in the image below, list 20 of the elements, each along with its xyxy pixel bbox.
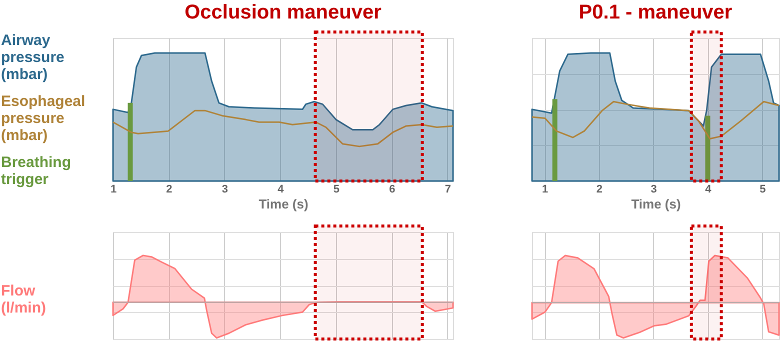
x-tick-label: 4 <box>705 184 712 196</box>
x-tick-label: 3 <box>222 184 228 196</box>
x-tick-label: 4 <box>278 184 285 196</box>
x-tick-label: 5 <box>760 184 766 196</box>
x-tick-label: 1 <box>110 184 117 196</box>
series-label: Esophageal pressure (mbar) <box>1 93 86 144</box>
x-tick-label: 5 <box>333 184 340 196</box>
chart-title: P0.1 - maneuver <box>578 2 732 24</box>
text: Breathing trigger <box>1 154 72 188</box>
x-axis-title: Time (s) <box>258 196 308 212</box>
text: Flow (l/min) <box>1 282 46 316</box>
x-tick-label: 1 <box>542 184 548 196</box>
text: Airway pressure (mbar) <box>1 32 64 83</box>
x-axis-title: Time (s) <box>631 196 681 212</box>
x-tick-label: 6 <box>389 184 396 196</box>
x-tick-label: 7 <box>444 184 451 196</box>
x-tick-label: 3 <box>650 184 657 196</box>
chart-title: Occlusion maneuver <box>184 2 382 24</box>
x-tick-label: 2 <box>596 184 602 196</box>
x-tick-label: 2 <box>166 184 172 196</box>
